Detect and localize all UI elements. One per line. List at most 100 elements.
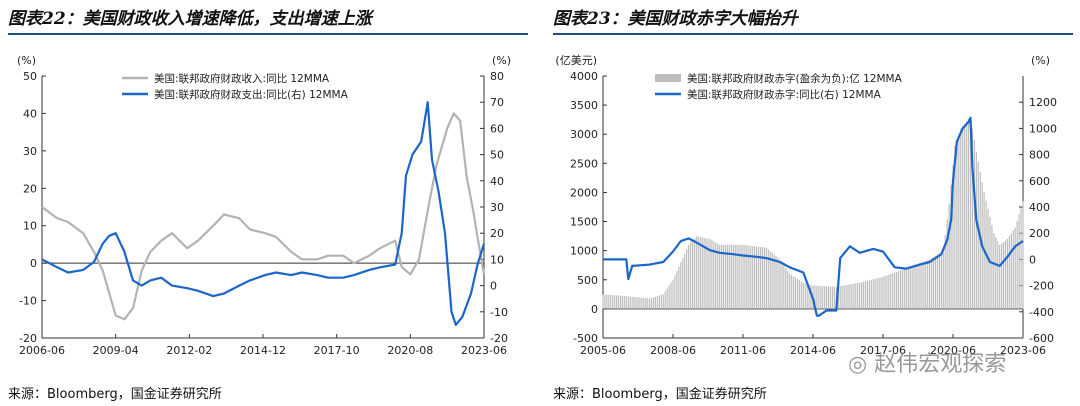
deficit-bar (882, 276, 884, 309)
x-tick-label: 2017-10 (314, 344, 360, 357)
x-tick-label: 2014-12 (240, 344, 286, 357)
deficit-bar (625, 296, 627, 309)
deficit-bar (717, 243, 719, 309)
deficit-bar (960, 128, 962, 309)
deficit-bar (966, 121, 968, 309)
deficit-bar (977, 161, 979, 309)
deficit-bar (997, 240, 999, 309)
deficit-bar (942, 250, 944, 309)
deficit-bar (699, 236, 701, 309)
deficit-bar (800, 281, 802, 309)
y-right-tick-label: 1200 (1029, 96, 1057, 109)
deficit-bar (894, 272, 896, 309)
deficit-bar (931, 258, 933, 309)
deficit-bar (1006, 239, 1009, 309)
y-right-tick-label: 80 (490, 70, 504, 83)
deficit-chart: (亿美元) (%)-5000500100015002000250030003500… (555, 54, 1057, 357)
deficit-bar (956, 140, 958, 309)
deficit-bar (810, 285, 812, 309)
y-left-tick-label: 0 (30, 257, 37, 270)
deficit-bar (744, 245, 746, 309)
deficit-bar (666, 288, 668, 309)
deficit-bar (724, 244, 727, 309)
deficit-bar (756, 246, 758, 309)
deficit-bar (738, 244, 740, 309)
deficit-bar (880, 277, 882, 309)
deficit-bar (789, 273, 791, 309)
deficit-bar (734, 244, 736, 309)
deficit-bar (633, 296, 635, 309)
deficit-bar (754, 246, 756, 309)
deficit-bar (890, 273, 892, 309)
deficit-bar (682, 257, 684, 309)
y-left-tick-label: 40 (23, 107, 37, 120)
deficit-bar (872, 279, 874, 309)
deficit-bar (668, 285, 670, 309)
deficit-bar (769, 251, 771, 309)
y-right-tick-label: 40 (490, 175, 504, 188)
right-title-rule (553, 33, 1073, 35)
deficit-bar (948, 204, 950, 309)
deficit-bar (921, 262, 923, 309)
deficit-bar (833, 286, 835, 309)
deficit-bar (884, 276, 886, 309)
deficit-bar (1004, 240, 1007, 309)
deficit-bar (775, 256, 777, 309)
x-tick-label: 2006-06 (19, 344, 65, 357)
deficit-bar (946, 219, 948, 309)
y-left-tick-label: 20 (23, 182, 37, 195)
deficit-bar (925, 260, 927, 309)
y-left-tick-label: -10 (19, 295, 37, 308)
y-left-unit: (%) (17, 54, 36, 67)
deficit-bar (711, 240, 713, 309)
y-left-tick-label: 1500 (570, 216, 598, 229)
deficit-bar (870, 279, 872, 309)
deficit-bar (1014, 227, 1016, 309)
deficit-bar (862, 281, 865, 309)
deficit-bar (777, 257, 779, 309)
deficit-bar (847, 284, 849, 309)
deficit-bar (853, 283, 855, 309)
legend-label: 美国:联邦政府财政赤字(盈余为负):亿 12MMA (687, 72, 903, 85)
deficit-bar (752, 246, 754, 309)
deficit-bar (660, 294, 662, 309)
y-left-tick-label: 2000 (570, 186, 598, 199)
deficit-bar (971, 128, 974, 309)
y-left-tick-label: 500 (577, 274, 598, 287)
deficit-bar (938, 253, 940, 309)
deficit-bar (616, 295, 618, 309)
deficit-bar (944, 235, 946, 309)
deficit-bar (658, 295, 660, 309)
y-right-unit: (%) (492, 54, 511, 67)
deficit-bar (995, 237, 997, 309)
y-right-tick-label: 20 (490, 227, 504, 240)
deficit-bar (954, 145, 956, 309)
deficit-bar (610, 294, 612, 309)
deficit-bar (818, 285, 820, 309)
deficit-bar (829, 286, 832, 309)
deficit-bar (831, 286, 834, 309)
deficit-bar (674, 275, 676, 309)
x-tick-label: 2014-06 (790, 344, 836, 357)
watermark-text: 赵伟宏观探索 (874, 352, 1007, 377)
deficit-bar (721, 244, 723, 309)
deficit-bar (740, 244, 742, 309)
deficit-bar (773, 254, 775, 309)
deficit-bar (765, 247, 767, 309)
deficit-bar (627, 296, 629, 309)
deficit-bar (993, 233, 995, 309)
y-right-tick-label: 30 (490, 201, 504, 214)
y-right-tick-label: 200 (1029, 227, 1050, 240)
left-chart-title: 图表22：美国财政收入增速降低，支出增速上涨 (8, 9, 372, 29)
deficit-bar (888, 274, 890, 309)
deficit-bar (662, 294, 664, 309)
deficit-bar (649, 298, 651, 309)
deficit-bar (623, 295, 625, 309)
deficit-bar (839, 286, 841, 309)
deficit-bar (896, 271, 898, 309)
deficit-bar (824, 286, 826, 309)
deficit-bar (991, 225, 993, 309)
deficit-bar (715, 242, 717, 309)
deficit-bar (866, 280, 869, 309)
deficit-bar (932, 256, 935, 309)
